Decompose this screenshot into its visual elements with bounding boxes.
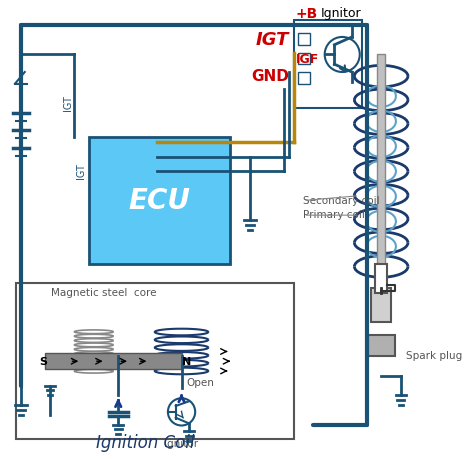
Bar bbox=[367, 335, 395, 356]
Text: IGT: IGT bbox=[255, 31, 289, 49]
Text: +B: +B bbox=[295, 6, 318, 21]
FancyBboxPatch shape bbox=[89, 137, 230, 264]
Text: Ignitor: Ignitor bbox=[321, 7, 361, 20]
Bar bbox=[377, 55, 385, 269]
Text: S: S bbox=[39, 357, 47, 367]
Text: ECU: ECU bbox=[129, 186, 191, 214]
Text: Ignitor: Ignitor bbox=[164, 439, 199, 449]
Text: Spark plug: Spark plug bbox=[406, 351, 462, 361]
Bar bbox=[16, 283, 293, 439]
Text: Open: Open bbox=[186, 378, 214, 388]
Bar bbox=[293, 20, 362, 108]
Bar bbox=[375, 264, 387, 293]
Text: IGT: IGT bbox=[76, 163, 86, 179]
Text: Magnetic steel  core: Magnetic steel core bbox=[51, 288, 156, 298]
Text: IGT: IGT bbox=[63, 95, 73, 111]
Circle shape bbox=[168, 398, 195, 425]
Text: Ignition Coil: Ignition Coil bbox=[96, 434, 194, 452]
Text: IGF: IGF bbox=[295, 53, 319, 66]
Bar bbox=[372, 288, 391, 322]
Bar bbox=[299, 72, 310, 84]
Text: N: N bbox=[182, 357, 191, 367]
Bar bbox=[299, 52, 310, 64]
Bar bbox=[299, 33, 310, 45]
Text: Secondary coil: Secondary coil bbox=[303, 196, 380, 206]
Circle shape bbox=[325, 37, 360, 72]
Text: Primary coil: Primary coil bbox=[303, 210, 365, 220]
Bar bbox=[45, 353, 182, 369]
Text: GND: GND bbox=[251, 69, 289, 84]
